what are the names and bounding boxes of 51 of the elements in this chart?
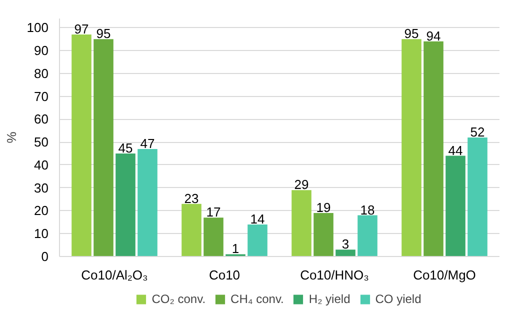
- bar: [314, 213, 334, 256]
- bar: [204, 218, 224, 256]
- data-label: 18: [360, 202, 375, 218]
- bar: [336, 250, 356, 256]
- x-tick-label: Co10/MgO: [413, 268, 476, 282]
- y-tick-label: 100: [26, 20, 49, 36]
- bar: [72, 34, 92, 256]
- bar: [248, 224, 268, 256]
- data-label: 45: [118, 140, 133, 156]
- x-tick-label: Co10/HNO₃: [300, 268, 369, 282]
- y-tick-label: 10: [34, 226, 49, 242]
- data-label: 14: [250, 211, 265, 226]
- y-tick-label: 60: [34, 112, 49, 127]
- x-tick-label: Co10: [208, 268, 240, 282]
- bar: [116, 154, 136, 256]
- bar: [138, 148, 158, 256]
- data-label: 1: [232, 241, 240, 256]
- bar: [468, 138, 488, 256]
- x-tick-label: Co10/Al₂O₃: [81, 268, 148, 282]
- data-label: 3: [342, 236, 350, 252]
- data-label: 95: [404, 26, 419, 42]
- y-tick-label: 40: [34, 157, 49, 172]
- legend-label: CO₂ conv.: [152, 292, 206, 306]
- y-tick-label: 50: [34, 134, 49, 150]
- data-label: 29: [294, 177, 309, 192]
- data-label: 44: [448, 142, 463, 158]
- legend-label: H₂ yield: [308, 292, 350, 306]
- legend-label: CH₄ conv.: [230, 292, 284, 306]
- bar: [446, 156, 466, 256]
- data-label: 52: [470, 124, 485, 140]
- data-label: 17: [206, 204, 221, 220]
- data-label: 47: [140, 136, 155, 151]
- data-label: 94: [426, 28, 441, 44]
- data-label: 19: [316, 200, 331, 216]
- data-label: 95: [96, 26, 111, 42]
- data-label: 23: [184, 190, 199, 206]
- data-label: 97: [74, 22, 89, 37]
- y-tick-label: 0: [41, 249, 49, 264]
- bar: [358, 215, 378, 256]
- bar: [292, 190, 312, 256]
- bar: [182, 204, 202, 256]
- legend-label: CO yield: [375, 292, 422, 306]
- y-axis-title: %: [4, 131, 19, 144]
- bar: [424, 41, 444, 256]
- y-tick-label: 80: [34, 66, 49, 81]
- bar: [94, 39, 114, 256]
- bar: [402, 39, 422, 256]
- y-tick-label: 30: [34, 180, 49, 196]
- y-tick-label: 20: [34, 203, 49, 218]
- y-tick-label: 70: [34, 88, 49, 104]
- y-tick-label: 90: [34, 43, 49, 58]
